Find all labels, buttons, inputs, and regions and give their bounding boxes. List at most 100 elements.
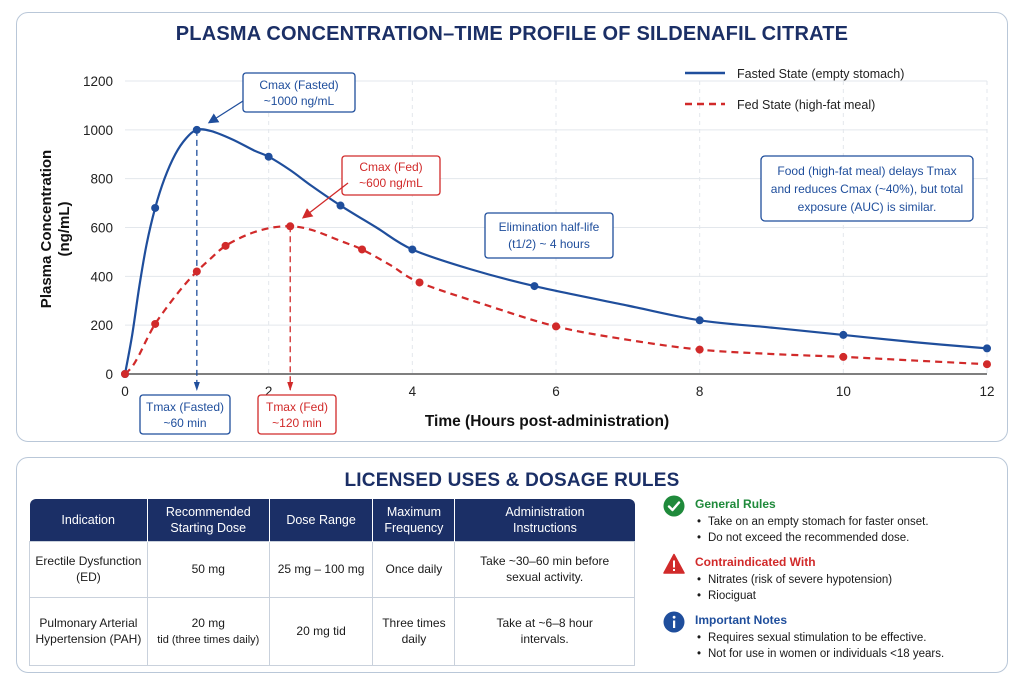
svg-text:~120 min: ~120 min: [272, 416, 322, 430]
col-starting-dose: Recommended Starting Dose: [147, 499, 270, 541]
table-header-row: Indication Recommended Starting Dose Dose…: [29, 499, 635, 541]
data-point-fasted: [530, 282, 539, 291]
tmax-fasted-arrow: [193, 382, 200, 391]
col-administration: Administration Instructions: [454, 499, 635, 541]
x-tick-label: 12: [979, 384, 994, 399]
x-tick-label: 8: [696, 384, 704, 399]
cell-frequency: Three times daily: [372, 596, 456, 666]
data-point-fasted: [695, 316, 704, 325]
x-tick-label: 10: [836, 384, 851, 399]
general-rules-heading: General Rules: [695, 497, 776, 511]
half-life-callout: Elimination half-life (t1/2) ~ 4 hours: [484, 212, 614, 259]
table-row: Pulmonary Arterial Hypertension (PAH) 20 …: [29, 596, 635, 666]
tmax-fasted-callout: Tmax (Fasted) ~60 min: [139, 394, 231, 435]
data-point-fed: [415, 278, 424, 287]
x-tick-label: 6: [552, 384, 560, 399]
col-max-frequency: Maximum Frequency: [372, 499, 456, 541]
data-point-fasted: [151, 203, 160, 212]
data-point-fed: [695, 345, 704, 354]
food-note-callout: Food (high-fat meal) delays Tmax and red…: [760, 155, 974, 222]
data-points: [121, 125, 991, 378]
contraindications-heading: Contraindicated With: [695, 555, 816, 569]
y-tick-label: 0: [105, 367, 113, 382]
y-tick-label: 1200: [83, 74, 113, 89]
list-item: Riociguat: [695, 588, 1003, 604]
svg-text:Elimination half-life: Elimination half-life: [499, 220, 600, 234]
data-point-fasted: [983, 344, 991, 353]
y-tick-label: 400: [90, 269, 113, 284]
data-point-fed: [839, 352, 848, 361]
cell-starting-dose: 50 mg: [146, 540, 270, 598]
x-tick-labels: 0 2 4 6 8 10 12: [121, 384, 994, 399]
data-point-fed: [552, 322, 560, 331]
warning-icon: [663, 553, 685, 574]
y-axis-label: Plasma Concentration(ng/mL): [38, 150, 73, 308]
legend: Fasted State (empty stomach) Fed State (…: [685, 67, 904, 112]
y-tick-label: 600: [90, 221, 113, 236]
data-point-fed: [121, 370, 129, 378]
list-item: Do not exceed the recommended dose.: [695, 530, 1003, 546]
tmax-fed-arrow: [287, 382, 294, 391]
data-point-fed: [286, 222, 295, 231]
data-point-fasted: [839, 330, 848, 339]
cell-frequency: Once daily: [372, 540, 456, 598]
data-point-fed: [358, 245, 367, 254]
cell-indication: Erectile Dysfunction (ED): [29, 540, 148, 598]
y-tick-label: 200: [90, 318, 113, 333]
list-item: Requires sexual stimulation to be effect…: [695, 630, 1003, 646]
chart-panel: PLASMA CONCENTRATION–TIME PROFILE OF SIL…: [16, 12, 1008, 442]
cell-dose-range: 20 mg tid: [268, 596, 374, 666]
svg-text:Cmax (Fed): Cmax (Fed): [359, 160, 422, 174]
dosage-table: Indication Recommended Starting Dose Dose…: [29, 499, 635, 666]
checkmark-icon: [663, 495, 685, 517]
cell-instructions: Take ~30–60 min before sexual activity.: [454, 540, 635, 598]
cell-dose-range: 25 mg – 100 mg: [268, 540, 374, 598]
x-tick-label: 4: [409, 384, 417, 399]
rules-list: General Rules Take on an empty stomach f…: [663, 495, 1003, 669]
table-row: Erectile Dysfunction (ED) 50 mg 25 mg – 1…: [29, 540, 635, 598]
svg-text:~1000 ng/mL: ~1000 ng/mL: [264, 94, 335, 108]
cell-starting-dose: 20 mg tid (three times daily): [146, 596, 270, 666]
important-notes: Important Notes Requires sexual stimulat…: [663, 611, 1003, 662]
data-point-fed: [221, 241, 230, 250]
info-icon: [663, 611, 685, 633]
list-item: Not for use in women or individuals <18 …: [695, 646, 1003, 662]
svg-text:~600 ng/mL: ~600 ng/mL: [359, 176, 423, 190]
svg-text:and reduces Cmax (~40%), but t: and reduces Cmax (~40%), but total: [771, 182, 963, 196]
svg-text:Cmax (Fasted): Cmax (Fasted): [259, 78, 338, 92]
col-dose-range: Dose Range: [269, 499, 374, 541]
svg-text:Tmax (Fed): Tmax (Fed): [266, 400, 328, 414]
chart-title: PLASMA CONCENTRATION–TIME PROFILE OF SIL…: [175, 23, 849, 45]
svg-text:(t1/2) ~ 4 hours: (t1/2) ~ 4 hours: [508, 237, 590, 251]
data-point-fasted: [336, 201, 345, 210]
cell-indication: Pulmonary Arterial Hypertension (PAH): [29, 596, 148, 666]
important-notes-heading: Important Notes: [695, 613, 788, 627]
y-tick-labels: 0 200 400 600 800 1000 1200: [83, 74, 113, 382]
data-point-fed: [151, 319, 160, 328]
x-axis-label: Time (Hours post-administration): [425, 413, 669, 430]
data-point-fed: [192, 267, 201, 276]
svg-text:~60 min: ~60 min: [163, 416, 206, 430]
y-tick-label: 1000: [83, 123, 113, 138]
tmax-fed-callout: Tmax (Fed) ~120 min: [257, 394, 337, 435]
pk-chart: 0 200 400 600 800 1000 1200 0 2 4 6 8 10 12 Plasma C…: [38, 67, 995, 435]
legend-label-fed: Fed State (high-fat meal): [737, 98, 875, 112]
data-point-fasted: [192, 125, 201, 134]
data-point-fed: [983, 360, 991, 369]
svg-text:Food (high-fat meal) delays Tm: Food (high-fat meal) delays Tmax: [777, 164, 956, 178]
x-tick-label: 0: [121, 384, 129, 399]
svg-text:exposure (AUC) is similar.: exposure (AUC) is similar.: [798, 200, 937, 214]
cmax-fed-callout: Cmax (Fed) ~600 ng/mL: [301, 155, 441, 219]
data-point-fasted: [264, 152, 273, 161]
svg-text:Tmax (Fasted): Tmax (Fasted): [146, 400, 224, 414]
dosage-title: LICENSED USES & DOSAGE RULES: [344, 470, 680, 491]
y-tick-label: 800: [90, 172, 113, 187]
dosage-panel: LICENSED USES & DOSAGE RULES Indication …: [16, 457, 1008, 673]
list-item: Nitrates (risk of severe hypotension): [695, 572, 1003, 588]
contraindications: Contraindicated With Nitrates (risk of s…: [663, 553, 1003, 604]
reference-lines: [193, 129, 294, 391]
x-tick-label: 2: [265, 384, 273, 399]
list-item: Take on an empty stomach for faster onse…: [695, 514, 1003, 530]
col-indication: Indication: [29, 499, 148, 541]
legend-label-fasted: Fasted State (empty stomach): [737, 67, 904, 81]
